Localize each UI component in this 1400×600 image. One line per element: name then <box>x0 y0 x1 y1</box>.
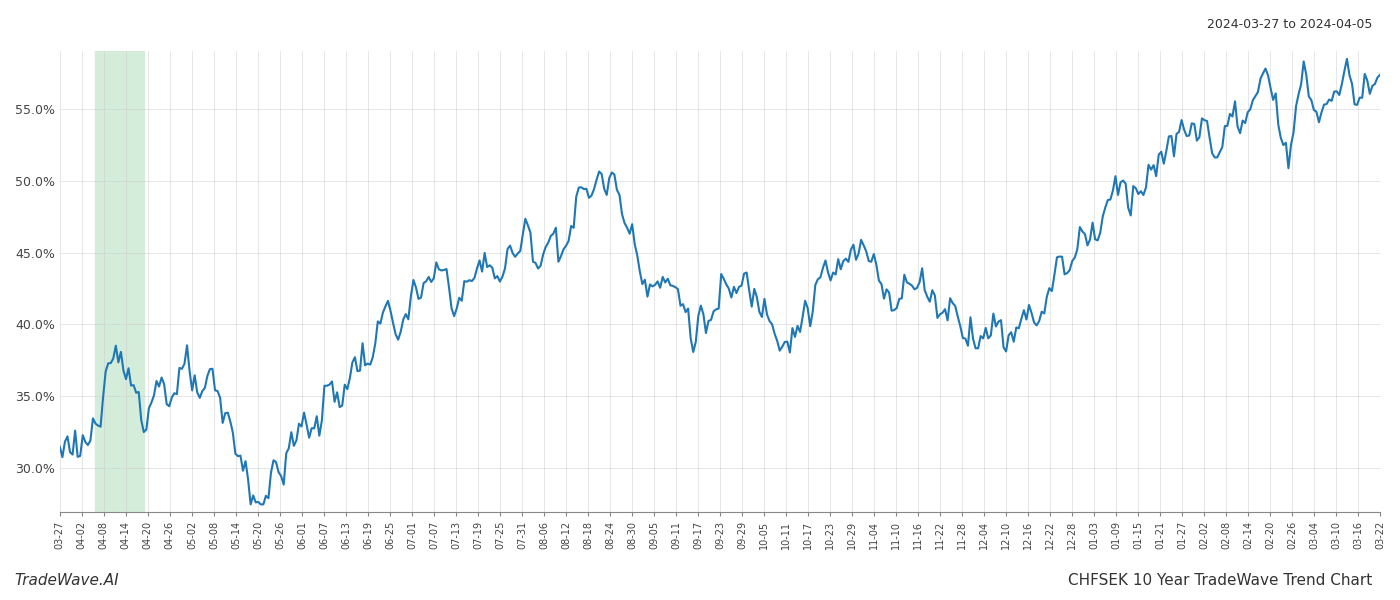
Text: CHFSEK 10 Year TradeWave Trend Chart: CHFSEK 10 Year TradeWave Trend Chart <box>1068 573 1372 588</box>
Text: TradeWave.AI: TradeWave.AI <box>14 573 119 588</box>
Text: 2024-03-27 to 2024-04-05: 2024-03-27 to 2024-04-05 <box>1207 18 1372 31</box>
Bar <box>95 51 144 512</box>
